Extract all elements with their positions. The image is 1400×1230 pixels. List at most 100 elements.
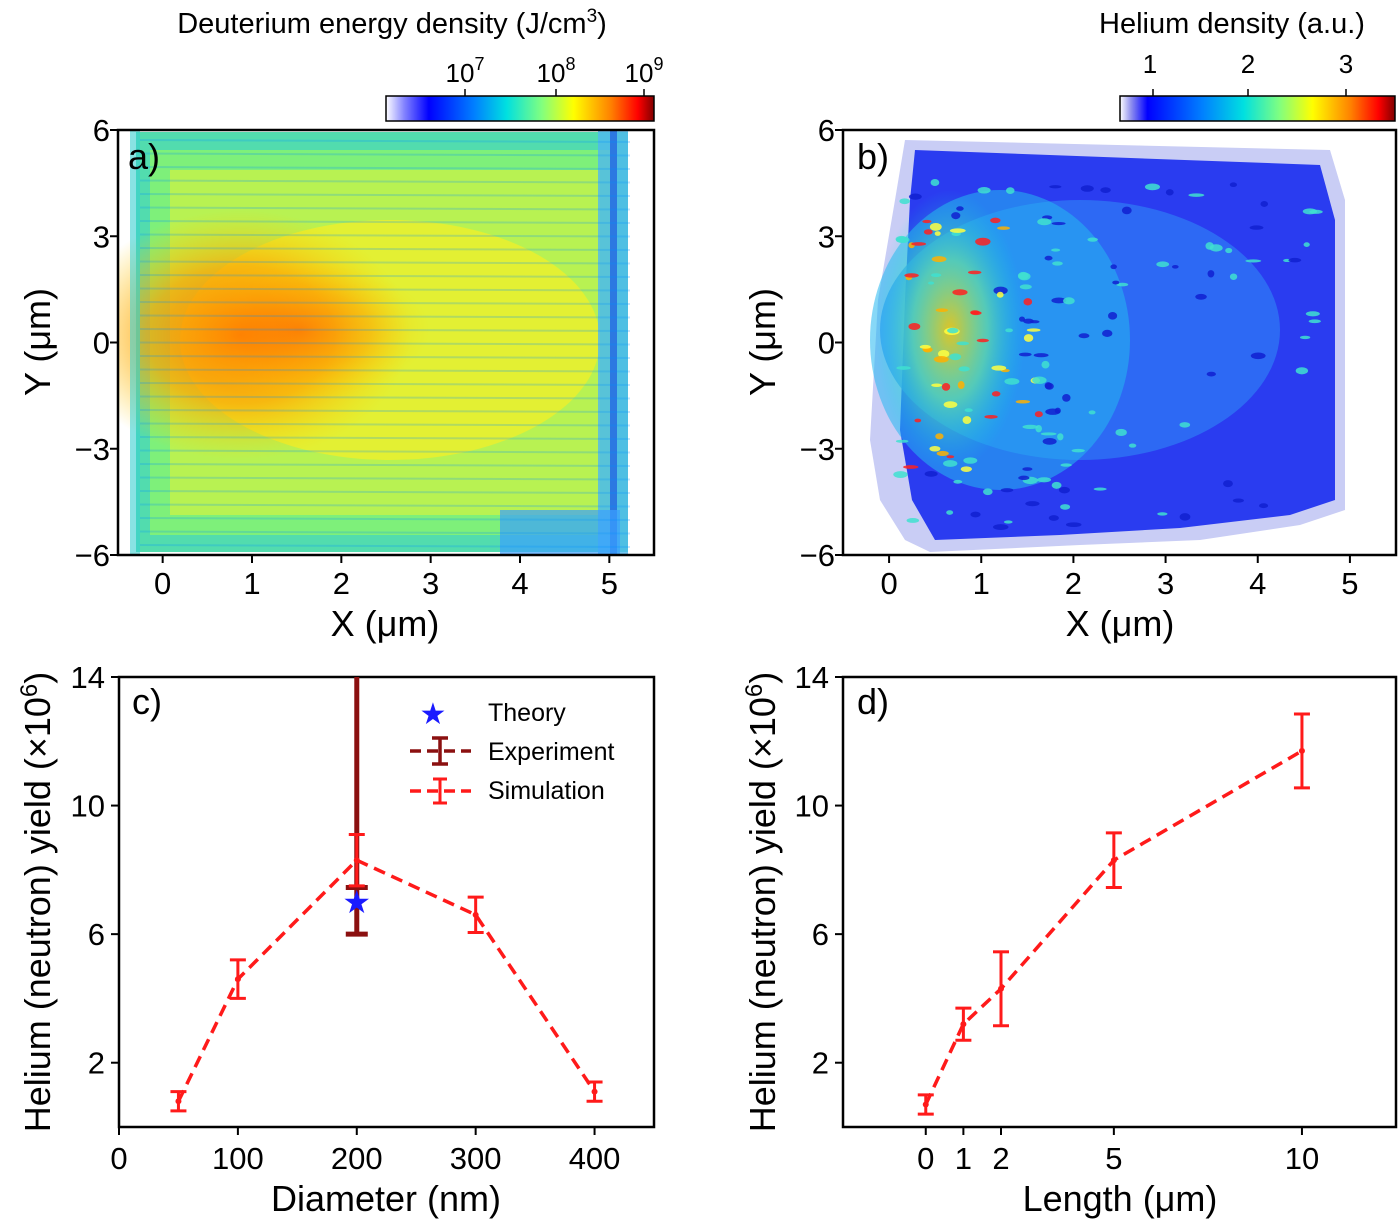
- heatmap-b-speckle: [1259, 503, 1269, 509]
- heatmap-b-speckle: [967, 270, 982, 275]
- x-tick-label: 0: [154, 566, 171, 601]
- axes-d-frame: [841, 675, 1398, 1129]
- heatmap-b-speckle: [977, 187, 991, 194]
- heatmap-a-stripe: [139, 206, 631, 211]
- heatmap-b-speckle: [1179, 513, 1191, 521]
- x-tick-label: 0: [110, 1141, 127, 1176]
- heatmap-b-speckle: [1207, 270, 1215, 278]
- heatmap-b-speckle: [903, 465, 919, 469]
- heatmap-b-speckle: [983, 488, 993, 496]
- x-tick-label: 1: [243, 566, 260, 601]
- heatmap-b-speckle: [1232, 498, 1244, 503]
- heatmap-b-speckle: [951, 212, 961, 220]
- heatmap-b-speckle: [1171, 264, 1179, 269]
- heatmap-b-speckle: [1019, 284, 1032, 290]
- x-tick-label: 10: [1285, 1141, 1319, 1176]
- length-series-point: [1298, 747, 1305, 754]
- heatmap-b-speckle: [958, 366, 970, 372]
- heatmap-b-speckle: [919, 344, 931, 349]
- heatmap-b-speckle: [1121, 206, 1132, 215]
- heatmap-b-speckle: [1029, 320, 1040, 324]
- x-tick-label: 5: [1341, 566, 1358, 601]
- axes-d-xlabel: Length (μm): [1023, 1178, 1218, 1219]
- axes-c-ylabel: Helium (neutron) yield (×106): [16, 672, 58, 1133]
- heatmap-b-speckle: [1093, 487, 1107, 491]
- axes-c-xlabel: Diameter (nm): [271, 1178, 501, 1219]
- heatmap-a-stripe: [139, 449, 631, 454]
- legend-experiment-label: Experiment: [488, 738, 614, 766]
- colorbar-b-title: Helium density (a.u.): [1099, 8, 1365, 40]
- colorbar-b-tick-label: 3: [1339, 49, 1353, 79]
- heatmap-b-speckle: [1249, 225, 1264, 230]
- y-tick-label: 10: [795, 789, 829, 824]
- colorbar-a-tick-label: 109: [625, 54, 664, 88]
- heatmap-b-speckle: [1156, 261, 1170, 268]
- panel-b-label: b): [857, 136, 889, 177]
- heatmap-b-speckle: [935, 308, 948, 313]
- heatmap-b-speckle: [997, 226, 1010, 230]
- simulation-point: [472, 911, 479, 918]
- heatmap-b-speckle: [929, 222, 942, 231]
- heatmap-b-speckle: [1051, 297, 1067, 304]
- heatmap-b-speckle: [956, 341, 970, 346]
- heatmap-b-speckle: [975, 237, 991, 246]
- heatmap-b-speckle: [1071, 448, 1085, 453]
- colorbar-a-ticks: 107 108 109: [446, 54, 664, 96]
- y-tick-label: 6: [812, 917, 829, 952]
- x-tick-label: 400: [569, 1141, 621, 1176]
- heatmap-b-speckle: [1112, 280, 1120, 285]
- heatmap-b-speckle: [1144, 183, 1160, 191]
- heatmap-b-speckle: [1003, 520, 1013, 524]
- plot-c-data: ★: [170, 677, 603, 1113]
- heatmap-a-stripe: [139, 220, 631, 224]
- heatmap-b-speckle: [1048, 515, 1059, 521]
- heatmap-b-speckle: [1299, 335, 1311, 340]
- y-tick-label: −3: [800, 432, 835, 467]
- heatmap-b-speckle: [1005, 328, 1013, 333]
- heatmap-b-speckle: [970, 310, 980, 315]
- heatmap-b-speckle: [1100, 187, 1111, 194]
- y-tick-label: 2: [88, 1046, 105, 1081]
- heatmap-b-speckle: [936, 450, 949, 457]
- heatmap-b-speckle: [895, 235, 908, 243]
- heatmap-b-speckle: [957, 381, 965, 389]
- length-series-line: [924, 749, 1303, 1106]
- heatmap-b-speckle: [1165, 189, 1174, 196]
- heatmap-a-stripe: [139, 193, 631, 197]
- x-tick-label: 200: [331, 1141, 383, 1176]
- heatmap-b-speckle: [947, 327, 959, 334]
- simulation-point: [175, 1098, 182, 1105]
- y-tick-label: 0: [818, 326, 835, 361]
- heatmap-b-speckle: [1250, 352, 1266, 360]
- heatmap-b-speckle: [1057, 433, 1064, 441]
- heatmap-b-speckle: [1223, 480, 1233, 488]
- heatmap-b-speckle: [938, 349, 950, 358]
- simulation-point: [234, 976, 241, 983]
- heatmap-b-speckle: [1006, 187, 1015, 194]
- x-tick-label: 3: [1157, 566, 1174, 601]
- heatmap-b-speckle: [1033, 353, 1049, 358]
- heatmap-b-speckle: [908, 193, 922, 200]
- heatmap-b-speckle: [931, 256, 947, 263]
- heatmap-b-speckle: [1309, 209, 1323, 214]
- axes-c-frame: [117, 675, 656, 1129]
- heatmap-b-speckle: [1042, 437, 1057, 445]
- heatmap-a-stripe: [139, 395, 631, 400]
- y-tick-label: 6: [818, 113, 835, 148]
- colorbar-b-ticks: 1 2 3: [1143, 49, 1353, 96]
- heatmap-b-speckle: [1032, 376, 1047, 384]
- heatmap-b-speckle: [1022, 424, 1039, 430]
- heatmap-b-speckle: [1018, 352, 1032, 357]
- theory-point: ★: [342, 884, 371, 920]
- heatmap-b-speckle: [904, 273, 919, 278]
- heatmap-b-speckle: [963, 457, 978, 464]
- heatmap-b-speckle: [1065, 522, 1082, 528]
- heatmap-b-speckle: [1022, 467, 1033, 471]
- heatmap-b-speckle: [1040, 432, 1057, 436]
- heatmap-b-speckle: [1018, 475, 1030, 481]
- y-tick-label: 6: [88, 917, 105, 952]
- heatmap-a-stripe: [139, 409, 631, 413]
- y-tick-label: 2: [812, 1046, 829, 1081]
- legend-c: ★ Theory Experiment Simulation: [410, 698, 614, 805]
